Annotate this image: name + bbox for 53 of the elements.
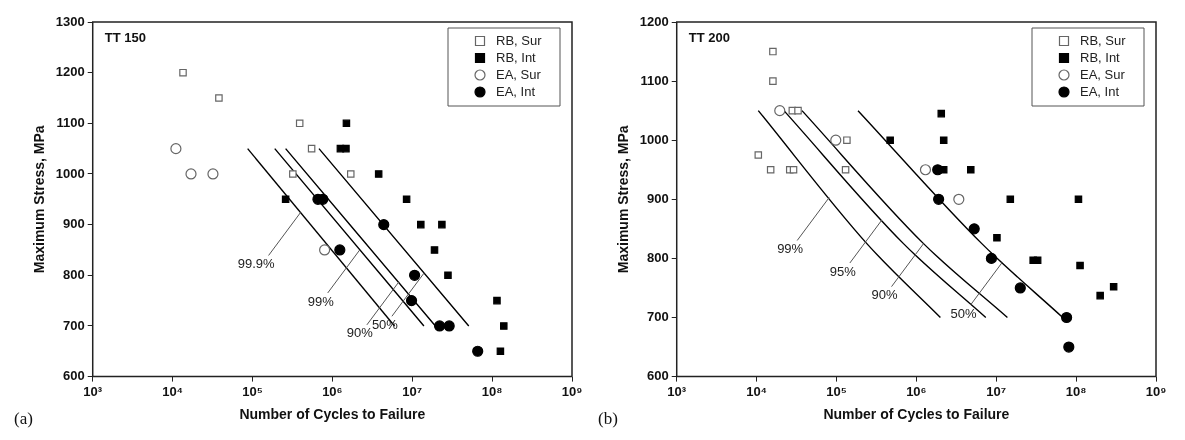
y-tick-label: 600 bbox=[63, 368, 85, 384]
annotation: 95% bbox=[829, 263, 857, 279]
y-axis-title: Maximum Stress, MPa bbox=[31, 125, 48, 274]
y-tick-label: 1000 bbox=[55, 165, 85, 181]
legend-label: EA, Int bbox=[496, 83, 536, 99]
legend-label: RB, Sur bbox=[496, 32, 543, 48]
x-tick-label: 10⁷ bbox=[986, 383, 1007, 399]
legend-label: RB, Int bbox=[496, 49, 537, 65]
y-tick-label: 800 bbox=[63, 266, 85, 282]
x-tick-label: 10⁶ bbox=[322, 383, 343, 399]
legend-label: RB, Int bbox=[1080, 49, 1121, 65]
legend-label: EA, Sur bbox=[1080, 66, 1126, 82]
x-tick-label: 10³ bbox=[667, 383, 687, 399]
x-axis-title: Number of Cycles to Failure bbox=[823, 406, 1010, 423]
y-tick-label: 1200 bbox=[55, 64, 85, 80]
legend-label: EA, Sur bbox=[496, 66, 542, 82]
x-tick-label: 10⁶ bbox=[906, 383, 927, 399]
legend-label: EA, Int bbox=[1080, 83, 1120, 99]
x-tick-label: 10⁹ bbox=[1145, 383, 1167, 399]
x-tick-label: 10⁵ bbox=[242, 383, 263, 399]
annotation: 50% bbox=[371, 316, 399, 332]
y-tick-label: 1200 bbox=[639, 13, 669, 29]
x-tick-label: 10³ bbox=[83, 383, 103, 399]
legend-label: RB, Sur bbox=[1080, 32, 1127, 48]
text: TT 150 bbox=[104, 30, 146, 46]
text: (b) bbox=[598, 408, 618, 428]
y-tick-label: 600 bbox=[647, 368, 669, 384]
y-tick-label: 800 bbox=[647, 249, 669, 265]
x-tick-label: 10⁸ bbox=[1065, 383, 1087, 399]
annotation: 99% bbox=[777, 241, 804, 257]
y-tick-label: 1000 bbox=[639, 131, 669, 147]
x-tick-label: 10⁴ bbox=[162, 383, 184, 399]
y-tick-label: 900 bbox=[647, 190, 669, 206]
annotation: 99% bbox=[307, 293, 335, 309]
y-tick-label: 700 bbox=[647, 309, 669, 325]
text: (a) bbox=[14, 408, 33, 428]
y-axis-title: Maximum Stress, MPa bbox=[615, 125, 632, 274]
y-tick-label: 900 bbox=[63, 216, 85, 232]
y-tick-label: 1300 bbox=[55, 13, 85, 29]
y-tick-label: 1100 bbox=[640, 72, 669, 88]
text: TT 200 bbox=[688, 30, 730, 46]
x-axis-title: Number of Cycles to Failure bbox=[239, 406, 426, 423]
x-tick-label: 10⁴ bbox=[746, 383, 768, 399]
annotation: 50% bbox=[950, 305, 977, 321]
x-tick-label: 10⁸ bbox=[481, 383, 503, 399]
annotation: 90% bbox=[346, 325, 374, 341]
annotation: 90% bbox=[871, 287, 898, 303]
x-tick-label: 10⁵ bbox=[826, 383, 847, 399]
x-tick-label: 10⁷ bbox=[402, 383, 423, 399]
y-tick-label: 1100 bbox=[56, 114, 85, 130]
annotation: 99.9% bbox=[237, 256, 275, 272]
y-tick-label: 700 bbox=[63, 317, 85, 333]
x-tick-label: 10⁹ bbox=[561, 383, 583, 399]
